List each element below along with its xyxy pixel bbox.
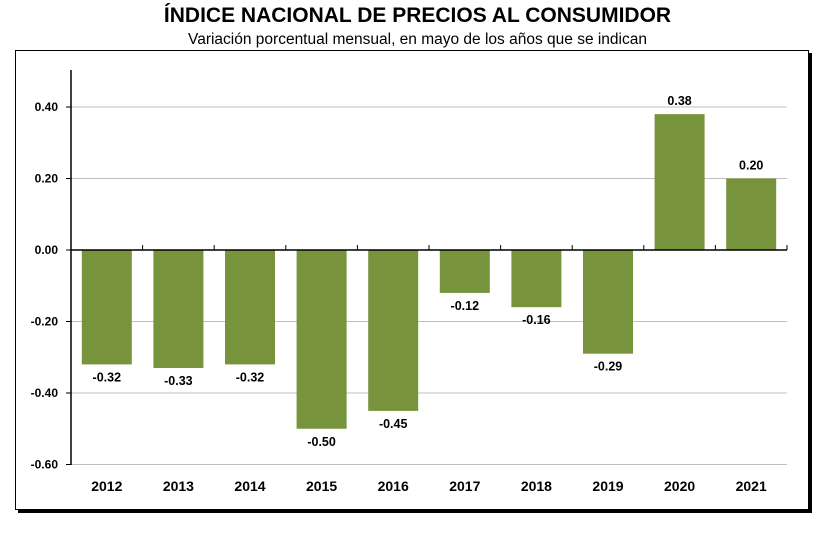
bar-2021 <box>726 178 777 250</box>
y-tick-label: 0.40 <box>35 100 59 114</box>
x-tick-label-2016: 2016 <box>378 478 409 494</box>
data-label-2012: -0.32 <box>93 370 122 384</box>
data-label-2018: -0.16 <box>522 313 551 327</box>
bar-2014 <box>225 250 275 365</box>
y-tick-label: -0.20 <box>31 315 59 329</box>
bar-2019 <box>583 250 633 354</box>
x-tick-label-2019: 2019 <box>592 478 623 494</box>
chart-subtitle: Variación porcentual mensual, en mayo de… <box>188 31 647 48</box>
y-tick-label: -0.60 <box>31 458 59 472</box>
bar-2018 <box>511 250 562 308</box>
y-tick-label: 0.00 <box>35 243 59 257</box>
bar-2017 <box>439 250 490 293</box>
y-tick-label: 0.20 <box>35 172 59 186</box>
chart-title: ÍNDICE NACIONAL DE PRECIOS AL CONSUMIDOR <box>163 4 672 27</box>
bar-2013 <box>153 250 204 368</box>
bar-2020 <box>654 114 705 251</box>
data-label-2019: -0.29 <box>594 360 623 374</box>
data-label-2014: -0.32 <box>236 370 265 384</box>
data-label-2015: -0.50 <box>307 435 336 449</box>
x-tick-label-2020: 2020 <box>664 478 695 494</box>
x-tick-label-2018: 2018 <box>521 478 552 494</box>
y-tick-label: -0.40 <box>31 386 59 400</box>
data-label-2013: -0.33 <box>164 374 193 388</box>
x-tick-label-2013: 2013 <box>163 478 194 494</box>
data-label-2020: 0.38 <box>667 94 691 108</box>
x-tick-label-2017: 2017 <box>449 478 480 494</box>
bar-2012 <box>81 250 132 365</box>
bar-2016 <box>368 250 419 411</box>
data-label-2017: -0.12 <box>451 299 480 313</box>
x-tick-label-2014: 2014 <box>234 478 265 494</box>
data-label-2016: -0.45 <box>379 417 408 431</box>
bar-2015 <box>296 250 347 429</box>
data-label-2021: 0.20 <box>739 159 763 173</box>
x-tick-label-2015: 2015 <box>306 478 337 494</box>
x-tick-label-2021: 2021 <box>736 478 767 494</box>
x-tick-label-2012: 2012 <box>91 478 122 494</box>
